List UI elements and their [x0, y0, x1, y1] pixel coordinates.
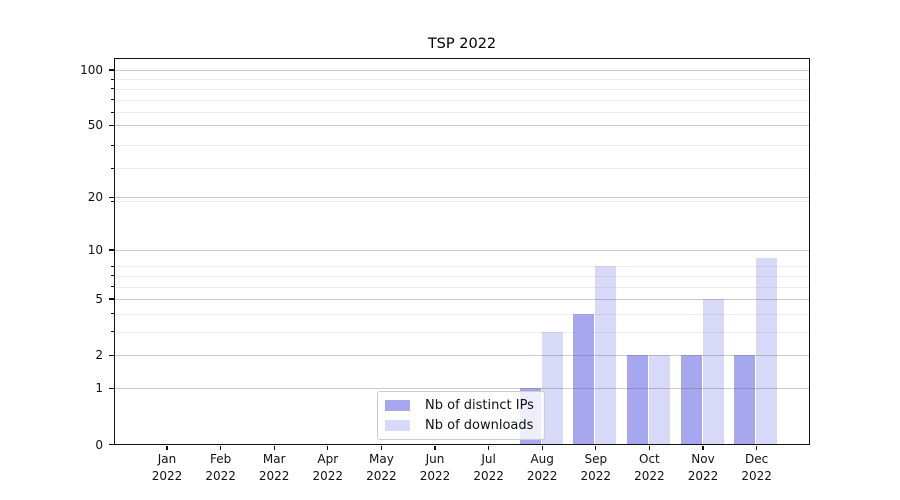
- y-tick-label: 1: [95, 381, 103, 396]
- y-tick-minor: [111, 313, 114, 315]
- y-tick-minor: [111, 331, 114, 333]
- gridline-minor: [114, 266, 810, 268]
- y-tick-label: 50: [87, 118, 103, 133]
- gridline-major: [114, 197, 810, 199]
- y-tick: [109, 69, 114, 71]
- y-tick-minor: [111, 111, 114, 113]
- y-tick-minor: [111, 167, 114, 169]
- y-tick-minor: [111, 286, 114, 288]
- bar: [541, 331, 563, 445]
- x-tick: [434, 445, 436, 450]
- y-tick: [109, 196, 114, 199]
- y-tick-label: 2: [95, 348, 103, 363]
- x-tick-label: Jan 2022: [151, 452, 183, 483]
- bar: [595, 266, 617, 445]
- gridline-minor: [114, 313, 810, 315]
- bar: [702, 299, 724, 445]
- x-tick: [380, 445, 383, 450]
- x-tick-label: Aug 2022: [526, 452, 558, 483]
- bar: [680, 355, 702, 445]
- x-tick-label: Feb 2022: [205, 452, 236, 483]
- x-tick: [755, 445, 758, 450]
- x-tick-label: Nov 2022: [687, 452, 719, 483]
- x-tick: [219, 445, 222, 450]
- gridline-minor: [114, 79, 810, 81]
- gridline-minor: [114, 286, 810, 288]
- x-tick-label: Apr 2022: [312, 452, 344, 483]
- gridline-minor: [114, 275, 810, 277]
- legend-label-downloads: Nb of downloads: [425, 418, 534, 433]
- bar: [756, 257, 778, 445]
- x-tick-label: Mar 2022: [258, 452, 290, 483]
- gridline-major: [114, 388, 810, 390]
- x-tick: [166, 445, 168, 450]
- gridline-minor: [114, 168, 810, 170]
- x-tick: [487, 445, 490, 450]
- gridline-minor: [114, 331, 810, 333]
- y-tick: [109, 249, 114, 251]
- y-tick-label: 20: [87, 190, 103, 205]
- gridline-major: [114, 355, 810, 357]
- y-tick-minor: [111, 200, 114, 202]
- y-tick-label: 10: [87, 242, 103, 257]
- y-tick-minor: [111, 265, 114, 267]
- x-tick: [648, 445, 651, 450]
- y-tick: [109, 443, 114, 446]
- bar: [734, 355, 756, 445]
- x-tick: [273, 445, 275, 450]
- legend-swatch-distinct-ips: [385, 400, 410, 411]
- x-tick: [541, 445, 543, 450]
- y-tick-minor: [111, 144, 114, 146]
- y-tick-minor: [111, 99, 114, 101]
- legend-label-distinct-ips: Nb of distinct IPs: [425, 398, 534, 413]
- gridline-minor: [114, 88, 810, 90]
- bar: [573, 313, 595, 445]
- legend-item: Nb of distinct IPs: [385, 398, 536, 413]
- x-tick: [595, 445, 597, 450]
- gridline-major: [114, 299, 810, 301]
- plot-area: [114, 58, 810, 445]
- legend-item: Nb of downloads: [385, 418, 536, 433]
- legend: Nb of distinct IPs Nb of downloads: [377, 391, 545, 440]
- bar: [648, 355, 670, 445]
- bar: [626, 355, 648, 445]
- y-tick-label: 5: [95, 292, 103, 307]
- x-tick: [327, 445, 329, 450]
- y-tick: [109, 298, 114, 300]
- y-tick: [109, 387, 114, 389]
- gridline-major: [114, 69, 810, 71]
- y-tick-label: 0: [95, 437, 103, 452]
- y-tick-minor: [111, 78, 114, 80]
- gridline-minor: [114, 112, 810, 114]
- x-tick-label: Dec 2022: [741, 452, 772, 483]
- y-tick-minor: [111, 88, 114, 90]
- gridline-major: [114, 249, 810, 251]
- gridline-minor: [114, 145, 810, 147]
- legend-swatch-downloads: [385, 420, 410, 431]
- chart-title: TSP 2022: [427, 36, 497, 52]
- gridline-major: [114, 125, 810, 127]
- gridline-minor: [114, 201, 810, 203]
- y-tick: [109, 124, 114, 127]
- y-tick-label: 100: [80, 62, 103, 77]
- x-tick-label: Oct 2022: [634, 452, 665, 483]
- x-tick-label: Sep 2022: [580, 452, 612, 483]
- x-tick-label: Jul 2022: [473, 452, 504, 483]
- x-tick-label: May 2022: [366, 452, 397, 483]
- x-tick: [702, 445, 704, 450]
- x-tick-label: Jun 2022: [419, 452, 451, 483]
- y-tick-minor: [111, 275, 114, 277]
- y-tick: [109, 354, 114, 357]
- gridline-minor: [114, 99, 810, 101]
